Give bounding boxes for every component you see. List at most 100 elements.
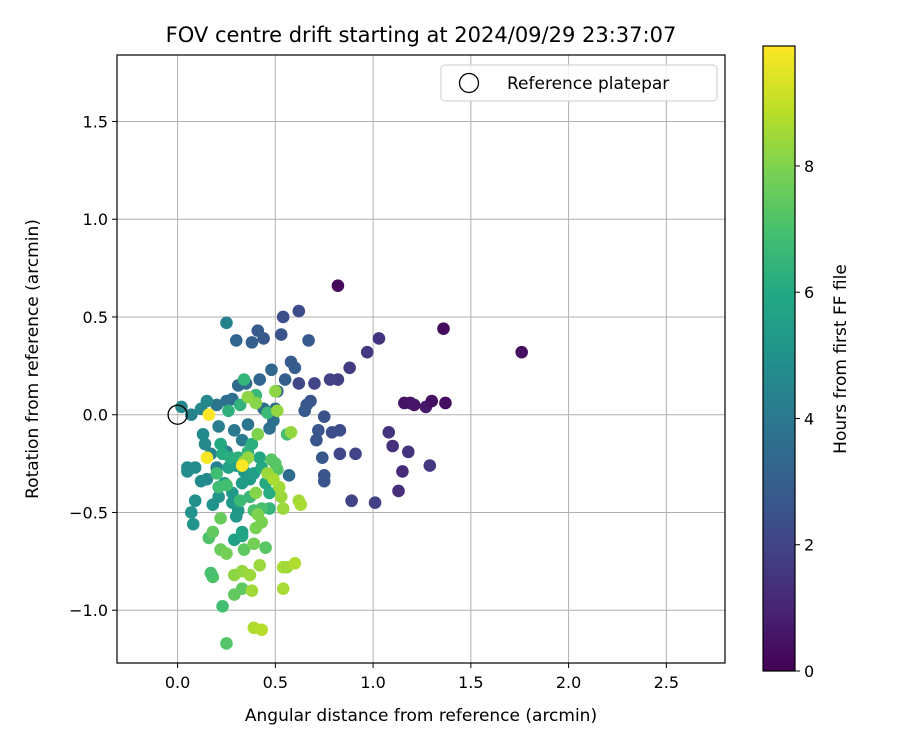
colorbar: 0 2 4 6 8 Hours from first FF file — [762, 45, 851, 681]
data-point — [274, 328, 288, 341]
colorbar-gradient — [762, 45, 796, 672]
data-point — [241, 418, 255, 431]
data-point — [175, 400, 188, 414]
data-point — [288, 556, 302, 570]
x-tick-label: 0.5 — [263, 673, 288, 692]
data-point — [423, 459, 437, 472]
plot-area — [117, 55, 725, 663]
data-point — [274, 490, 288, 504]
data-point — [216, 600, 229, 613]
data-point — [360, 345, 374, 359]
colorbar-tick-label: 4 — [804, 409, 814, 428]
data-point — [229, 334, 243, 347]
data-point — [241, 390, 255, 404]
data-point — [259, 541, 272, 554]
data-point — [184, 506, 198, 519]
data-point — [222, 461, 235, 474]
data-point — [188, 494, 202, 508]
reference-platepar-marker — [167, 404, 188, 425]
data-point — [220, 478, 233, 492]
data-point — [386, 439, 399, 453]
colorbar-label: Hours from first FF file — [831, 264, 851, 454]
data-point — [349, 447, 362, 461]
data-point — [298, 404, 311, 418]
data-point — [439, 396, 452, 410]
data-point — [345, 494, 358, 508]
data-point — [325, 426, 339, 439]
data-point — [368, 496, 382, 509]
data-point — [333, 447, 347, 461]
data-point — [210, 467, 224, 480]
data-point — [227, 424, 241, 437]
data-point — [255, 623, 268, 637]
data-point — [202, 408, 216, 422]
colorbar-tick-label: 6 — [804, 283, 814, 302]
y-tick-label: 0.0 — [83, 406, 108, 425]
legend-box — [440, 64, 718, 102]
data-point — [425, 394, 439, 408]
data-point — [323, 373, 337, 386]
data-point — [269, 457, 282, 470]
data-point — [292, 304, 306, 318]
data-point — [237, 373, 251, 386]
data-point — [331, 279, 345, 292]
data-point — [247, 537, 261, 551]
data-point — [233, 398, 247, 412]
data-point — [231, 504, 245, 517]
data-point — [233, 494, 247, 508]
data-point — [206, 525, 220, 539]
data-point — [282, 469, 296, 482]
data-point — [284, 426, 298, 439]
data-point — [194, 474, 208, 488]
data-point — [392, 484, 405, 498]
data-point — [220, 316, 233, 330]
data-point — [312, 424, 325, 437]
reference-marker-group — [167, 404, 188, 425]
data-point — [372, 332, 386, 345]
data-point — [269, 384, 282, 398]
x-tick-label: 1.0 — [360, 673, 385, 692]
y-tick-label: 1.5 — [83, 112, 108, 131]
data-point — [437, 322, 450, 335]
data-point — [212, 490, 225, 504]
data-point — [253, 373, 267, 386]
data-point — [251, 427, 265, 441]
data-point — [294, 498, 308, 511]
legend: Reference platepar — [440, 64, 718, 102]
data-point — [515, 345, 528, 359]
data-point — [276, 582, 290, 596]
data-point — [276, 502, 290, 515]
colorbar-tick-label: 0 — [804, 662, 814, 681]
colorbar-tick-label: 8 — [804, 157, 814, 176]
y-tick-label: 1.0 — [83, 210, 108, 229]
plot-frame — [116, 54, 726, 664]
data-point — [265, 363, 278, 377]
data-point — [220, 547, 233, 560]
data-point — [184, 408, 198, 422]
data-point — [220, 637, 233, 650]
x-tick-label: 2.5 — [654, 673, 679, 692]
data-point — [198, 437, 212, 451]
y-axis-label: Rotation from reference (arcmin) — [23, 219, 43, 499]
data-point — [317, 474, 331, 488]
x-axis-label: Angular distance from reference (arcmin) — [245, 706, 597, 726]
data-point — [253, 558, 267, 572]
data-point — [188, 461, 202, 474]
data-point — [292, 377, 306, 390]
data-point — [245, 437, 259, 451]
data-point — [278, 373, 292, 386]
data-point — [343, 361, 356, 375]
chart-title: FOV centre drift starting at 2024/09/29 … — [166, 23, 677, 47]
data-point — [214, 512, 227, 525]
data-point — [245, 584, 259, 597]
x-axis-ticks: 0.0 0.5 1.0 1.5 2.0 2.5 — [165, 663, 679, 692]
y-tick-label: −0.5 — [69, 503, 108, 522]
data-point — [253, 451, 267, 465]
data-point — [243, 568, 257, 582]
y-axis-ticks: −1.0 −0.5 0.0 0.5 1.0 1.5 — [69, 112, 117, 620]
data-point — [235, 582, 249, 596]
scatter-points — [175, 279, 528, 650]
colorbar-tick-label: 2 — [804, 536, 814, 555]
colorbar-ticks: 0 2 4 6 8 — [795, 157, 814, 681]
